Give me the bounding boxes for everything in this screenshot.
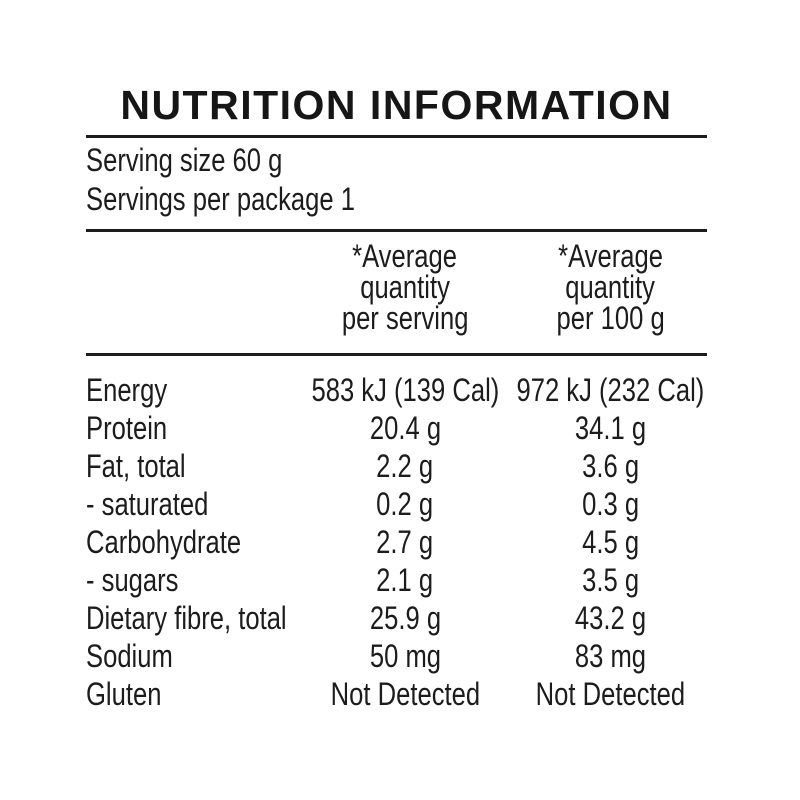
per-serving-header-line-1: *Average bbox=[352, 238, 458, 274]
per-serving-header-line-2: quantity bbox=[360, 269, 450, 305]
table-row-carbohydrate: Carbohydrate 2.7 g 4.5 g bbox=[86, 523, 707, 561]
value-per-serving: 0.2 g bbox=[376, 486, 434, 522]
value-per-100g: 0.3 g bbox=[582, 486, 639, 522]
value-per-100g: 4.5 g bbox=[582, 524, 639, 560]
value-per-100g: 43.2 g bbox=[574, 600, 647, 636]
per-100g-header-line-2: quantity bbox=[565, 269, 656, 305]
value-per-serving: 583 kJ (139 Cal) bbox=[311, 372, 499, 408]
value-per-100g: 83 mg bbox=[574, 638, 647, 674]
per-serving-header-line-3: per serving bbox=[341, 300, 469, 336]
nutrient-label: - saturated bbox=[86, 486, 209, 522]
servings-per-package-text: Servings per package 1 bbox=[86, 181, 355, 217]
nutrient-label: Sodium bbox=[86, 638, 173, 674]
table-row-sugars: - sugars 2.1 g 3.5 g bbox=[86, 561, 707, 599]
value-per-serving: 25.9 g bbox=[369, 600, 441, 636]
nutrient-label: Carbohydrate bbox=[86, 524, 242, 560]
table-row-fat-total: Fat, total 2.2 g 3.6 g bbox=[86, 447, 707, 485]
value-per-serving: 20.4 g bbox=[369, 410, 441, 446]
value-per-serving: 50 mg bbox=[369, 638, 441, 674]
value-per-serving: Not Detected bbox=[330, 676, 480, 712]
column-header-per-serving: *Average quantity per serving bbox=[296, 238, 514, 336]
per-100g-header-line-1: *Average bbox=[558, 238, 663, 274]
serving-info: Serving size 60 g Servings per package 1 bbox=[86, 141, 707, 219]
nutrient-table: Energy 583 kJ (139 Cal) 972 kJ (232 Cal)… bbox=[86, 371, 707, 713]
nutrient-label: - sugars bbox=[86, 562, 179, 598]
table-row-energy: Energy 583 kJ (139 Cal) 972 kJ (232 Cal) bbox=[86, 371, 707, 409]
divider-header bbox=[86, 353, 707, 356]
value-per-100g: 34.1 g bbox=[574, 410, 647, 446]
panel-title: NUTRITION INFORMATION bbox=[120, 82, 673, 128]
table-row-protein: Protein 20.4 g 34.1 g bbox=[86, 409, 707, 447]
nutrient-label: Fat, total bbox=[86, 448, 186, 484]
table-row-dietary-fibre: Dietary fibre, total 25.9 g 43.2 g bbox=[86, 599, 707, 637]
nutrient-label: Protein bbox=[86, 410, 168, 446]
column-headers: *Average quantity per serving *Average q… bbox=[86, 238, 707, 336]
divider-top bbox=[86, 135, 707, 138]
table-row-sodium: Sodium 50 mg 83 mg bbox=[86, 637, 707, 675]
value-per-serving: 2.1 g bbox=[376, 562, 434, 598]
value-per-serving: 2.7 g bbox=[376, 524, 434, 560]
divider-serving bbox=[86, 229, 707, 232]
value-per-100g: 3.6 g bbox=[582, 448, 639, 484]
value-per-100g: 972 kJ (232 Cal) bbox=[516, 372, 705, 408]
header-spacer bbox=[86, 241, 296, 334]
value-per-serving: 2.2 g bbox=[376, 448, 434, 484]
column-header-per-100g: *Average quantity per 100 g bbox=[514, 238, 707, 336]
table-row-saturated-fat: - saturated 0.2 g 0.3 g bbox=[86, 485, 707, 523]
nutrition-panel: NUTRITION INFORMATION Serving size 60 g … bbox=[86, 82, 707, 713]
value-per-100g: Not Detected bbox=[535, 676, 686, 712]
value-per-100g: 3.5 g bbox=[582, 562, 639, 598]
per-100g-header-line-3: per 100 g bbox=[556, 300, 665, 336]
table-row-gluten: Gluten Not Detected Not Detected bbox=[86, 675, 707, 713]
servings-per-package-line: Servings per package 1 bbox=[86, 180, 707, 219]
nutrient-label: Energy bbox=[86, 372, 168, 408]
nutrient-label: Dietary fibre, total bbox=[86, 600, 287, 636]
serving-size-line: Serving size 60 g bbox=[86, 141, 707, 180]
serving-size-text: Serving size 60 g bbox=[86, 142, 283, 178]
nutrient-label: Gluten bbox=[86, 676, 162, 712]
